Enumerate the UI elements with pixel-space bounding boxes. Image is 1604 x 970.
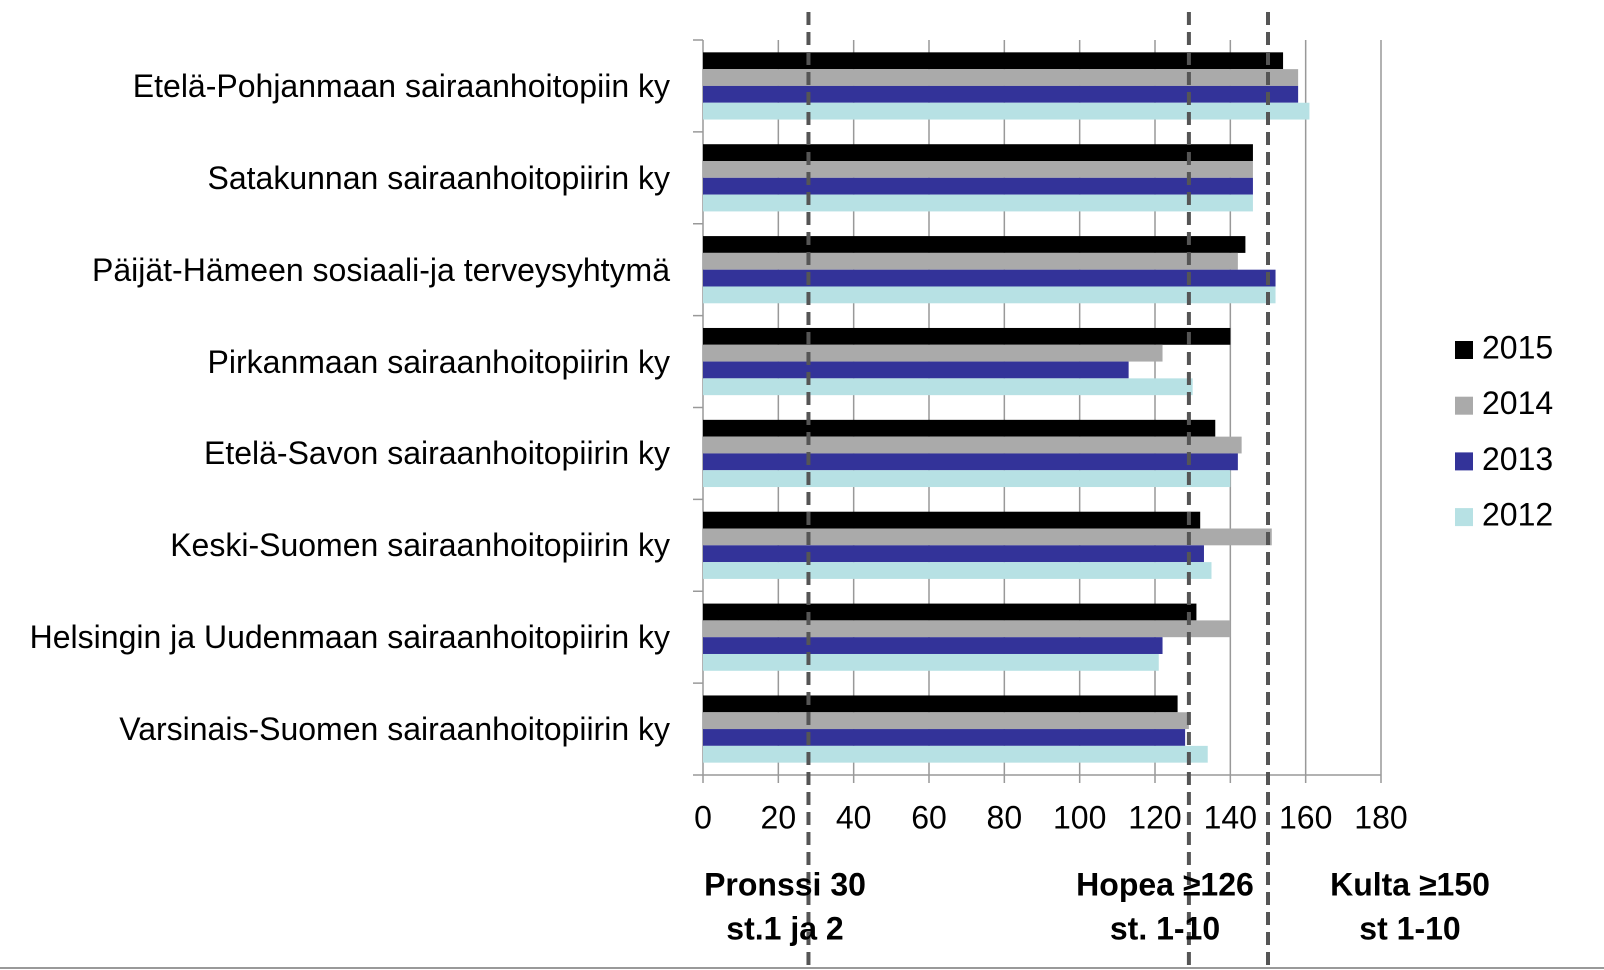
bar	[703, 102, 1310, 120]
bar	[703, 545, 1204, 563]
bar	[703, 436, 1242, 454]
legend-label: 2013	[1482, 441, 1553, 477]
legend-label: 2014	[1482, 385, 1553, 421]
bar	[703, 653, 1159, 671]
x-tick-label: 180	[1354, 799, 1407, 835]
bar	[703, 562, 1212, 579]
bar	[703, 286, 1276, 304]
legend-label: 2015	[1482, 329, 1553, 365]
bar	[703, 637, 1163, 654]
bar	[703, 419, 1216, 437]
reference-label: Kulta ≥150	[1330, 866, 1490, 902]
legend-swatch	[1455, 341, 1473, 359]
y-tick-label: Keski-Suomen sairaanhoitopiirin ky	[170, 527, 670, 564]
x-tick-label: 60	[911, 799, 947, 835]
y-tick-label: Pirkanmaan sairaanhoitopiirin ky	[207, 343, 670, 380]
reference-label: Pronssi 30	[704, 866, 866, 902]
reference-label: Hopea ≥126	[1076, 866, 1254, 902]
x-tick-label: 140	[1204, 799, 1257, 835]
bar	[703, 194, 1253, 212]
bar	[703, 620, 1231, 638]
y-tick-label: Varsinais-Suomen sairaanhoitopiirin ky	[119, 711, 670, 748]
y-tick-label: Satakunnan sairaanhoitopiirin ky	[207, 159, 670, 196]
bar	[703, 85, 1299, 103]
bar	[703, 745, 1208, 763]
bar	[703, 511, 1201, 529]
bar	[703, 378, 1193, 396]
reference-label: st.1 ja 2	[726, 910, 843, 946]
bar	[703, 327, 1231, 345]
legend-swatch	[1455, 396, 1473, 415]
reference-label: st. 1-10	[1110, 910, 1220, 946]
bar	[703, 729, 1186, 746]
bar	[703, 453, 1238, 471]
bar	[703, 161, 1253, 178]
x-tick-label: 80	[987, 799, 1023, 835]
x-tick-label: 120	[1128, 799, 1181, 835]
x-tick-label: 0	[694, 799, 712, 835]
bar	[703, 470, 1231, 488]
legend-swatch	[1455, 508, 1473, 527]
bar	[703, 52, 1284, 70]
bar	[703, 236, 1246, 253]
bar	[703, 144, 1253, 162]
bar	[703, 344, 1163, 362]
x-tick-label: 100	[1053, 799, 1106, 835]
bar	[703, 603, 1197, 621]
bar	[703, 69, 1299, 86]
bar	[703, 695, 1178, 713]
bar	[703, 252, 1238, 270]
bar	[703, 712, 1189, 730]
x-tick-label: 20	[761, 799, 797, 835]
reference-label: st 1-10	[1359, 910, 1460, 946]
bar	[703, 177, 1253, 195]
bar	[703, 269, 1276, 287]
y-tick-label: Helsingin ja Uudenmaan sairaanhoitopiiri…	[29, 619, 670, 656]
x-tick-label: 40	[836, 799, 872, 835]
y-tick-label: Etelä-Savon sairaanhoitopiirin ky	[203, 435, 670, 472]
y-tick-label: Päijät-Hämeen sosiaali-ja terveysyhtymä	[92, 251, 670, 288]
legend-label: 2012	[1482, 497, 1553, 533]
y-tick-label: Etelä-Pohjanmaan sairaanhoitopiin ky	[132, 67, 670, 104]
x-tick-label: 160	[1279, 799, 1332, 835]
legend-swatch	[1455, 452, 1473, 471]
bar	[703, 528, 1272, 546]
bar	[703, 361, 1129, 379]
